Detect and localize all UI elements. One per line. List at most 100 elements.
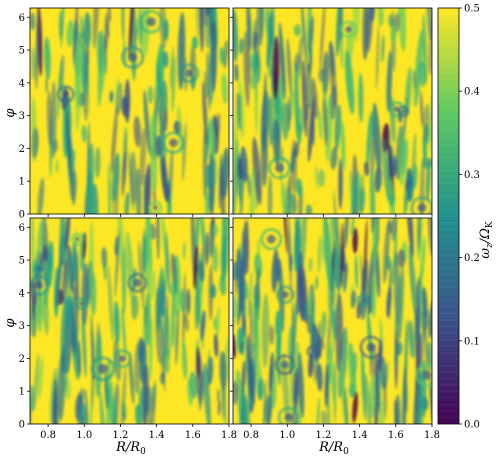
vorticity-streak bbox=[207, 348, 211, 375]
vorticity-streak bbox=[215, 112, 221, 139]
vorticity-streak bbox=[135, 168, 142, 214]
vorticity-streak bbox=[113, 339, 122, 382]
vorticity-streak bbox=[64, 218, 71, 251]
vorticity-streak bbox=[165, 231, 170, 295]
vortex-core bbox=[281, 291, 289, 299]
vorticity-streak bbox=[289, 89, 294, 122]
vorticity-streak bbox=[204, 70, 208, 99]
vorticity-streak bbox=[379, 318, 384, 347]
colorbar-gradient bbox=[438, 8, 459, 424]
vorticity-streak bbox=[195, 8, 199, 39]
vorticity-streak bbox=[378, 400, 386, 424]
vorticity-streak bbox=[222, 39, 229, 69]
vorticity-streak bbox=[117, 218, 125, 276]
vorticity-streak bbox=[31, 218, 35, 278]
vorticity-streak bbox=[92, 8, 100, 49]
colorbar-ticks: 0.0 0.1 0.2 0.3 0.4 0.5 bbox=[459, 4, 480, 431]
y-tick-label: 6 bbox=[19, 13, 25, 24]
vorticity-streak bbox=[364, 373, 372, 424]
x-tick-label: 1.6 bbox=[388, 430, 404, 441]
vorticity-streak bbox=[360, 253, 365, 307]
vorticity-streak bbox=[57, 351, 66, 422]
vortex-core bbox=[97, 363, 108, 374]
vorticity-streak bbox=[87, 121, 90, 193]
colorbar-tick-label: 0.1 bbox=[464, 336, 480, 347]
vorticity-streak bbox=[130, 151, 137, 205]
vorticity-streak bbox=[135, 404, 143, 424]
vorticity-streak bbox=[161, 218, 167, 259]
vorticity-streak bbox=[281, 181, 288, 214]
vortex-core bbox=[62, 90, 70, 98]
vorticity-streak bbox=[216, 388, 221, 403]
vortex-core bbox=[36, 266, 41, 271]
vorticity-streak bbox=[171, 289, 176, 348]
vorticity-streak bbox=[419, 236, 426, 281]
vortex bbox=[260, 228, 283, 250]
y-tick-label: 0 bbox=[19, 210, 25, 221]
y-axis-label-top: φ bbox=[3, 108, 18, 118]
vorticity-streak bbox=[420, 90, 424, 127]
vorticity-streak bbox=[281, 352, 291, 424]
vorticity-streak bbox=[42, 245, 49, 262]
vorticity-streak bbox=[199, 371, 205, 406]
vorticity-streak bbox=[143, 173, 149, 214]
vorticity-streak bbox=[300, 218, 308, 273]
vorticity-streak bbox=[290, 299, 298, 376]
vorticity-streak bbox=[83, 12, 91, 50]
vorticity-streak bbox=[311, 77, 319, 120]
vorticity-streak bbox=[136, 18, 139, 34]
vorticity-streak bbox=[175, 308, 180, 366]
vorticity-streak bbox=[36, 300, 43, 333]
y-axis-label-bottom: φ bbox=[3, 318, 18, 328]
vortex bbox=[90, 356, 115, 381]
vorticity-streak bbox=[169, 46, 174, 91]
vorticity-streak bbox=[305, 63, 313, 110]
vortex bbox=[57, 85, 75, 103]
y-tick-label: 5 bbox=[19, 256, 25, 267]
panel-frame bbox=[29, 217, 230, 425]
vorticity-streak bbox=[408, 185, 413, 202]
vorticity-streak bbox=[237, 256, 245, 326]
vorticity-streak bbox=[243, 30, 250, 108]
vorticity-streak bbox=[72, 149, 76, 166]
vorticity-streak bbox=[316, 397, 320, 424]
vorticity-streak bbox=[397, 126, 406, 187]
vorticity-streak bbox=[278, 22, 286, 101]
panel-frame bbox=[232, 7, 433, 215]
y-tick-label: 4 bbox=[19, 288, 25, 299]
vorticity-streak bbox=[383, 219, 390, 284]
vorticity-streak bbox=[330, 146, 338, 170]
vorticity-streak bbox=[415, 296, 421, 342]
vorticity-streak bbox=[196, 346, 200, 379]
vortex-core bbox=[119, 355, 127, 363]
vorticity-streak bbox=[30, 312, 34, 336]
vorticity-streak bbox=[261, 293, 270, 369]
vorticity-streak bbox=[358, 72, 364, 124]
vorticity-streak bbox=[262, 379, 267, 424]
vorticity-streak bbox=[350, 173, 358, 214]
vorticity-streak bbox=[198, 397, 202, 412]
vortex bbox=[71, 232, 84, 246]
vorticity-streak bbox=[143, 306, 146, 353]
vorticity-streak bbox=[413, 29, 424, 108]
x-tick-label: 1.8 bbox=[424, 430, 440, 441]
vorticity-streak bbox=[81, 307, 87, 378]
vorticity-streak bbox=[328, 40, 336, 77]
vorticity-streak bbox=[350, 290, 357, 309]
panel-frame bbox=[29, 7, 230, 215]
vorticity-streaks bbox=[233, 218, 432, 424]
vortex bbox=[397, 105, 410, 117]
vorticity-streak bbox=[69, 169, 78, 202]
vortex-core bbox=[152, 205, 158, 211]
vorticity-streak bbox=[203, 362, 211, 424]
vorticity-streak bbox=[44, 36, 51, 80]
vorticity-streak bbox=[397, 248, 406, 268]
vorticity-streak bbox=[156, 218, 160, 261]
vorticity-streak bbox=[154, 84, 157, 135]
vorticity-streak bbox=[115, 77, 120, 109]
vorticity-field bbox=[30, 8, 229, 214]
vorticity-streak bbox=[267, 175, 273, 214]
vorticity-streak bbox=[343, 218, 349, 249]
vorticity-streak bbox=[52, 390, 57, 424]
vortex-core bbox=[185, 69, 194, 77]
